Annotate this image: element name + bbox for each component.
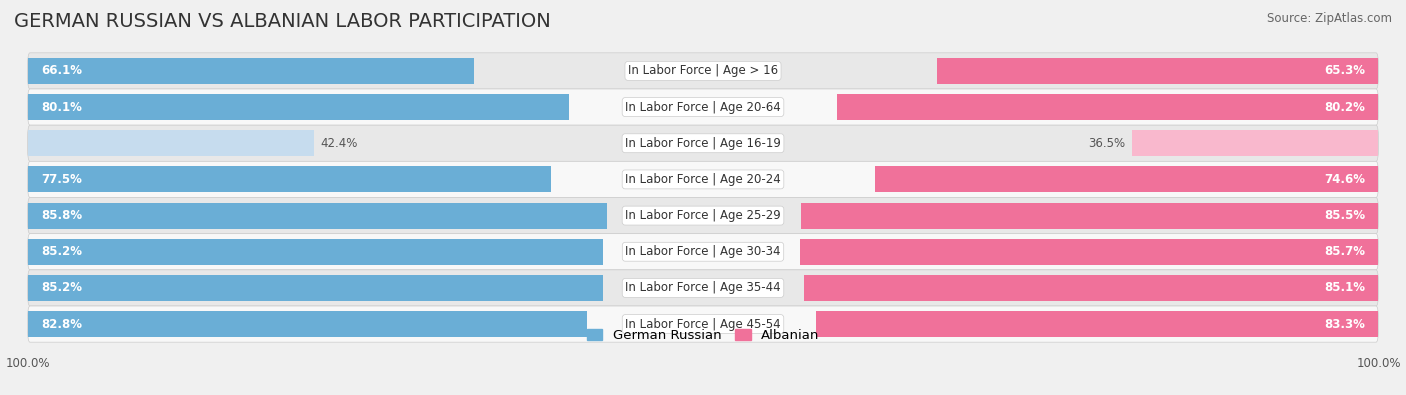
Text: In Labor Force | Age 35-44: In Labor Force | Age 35-44	[626, 281, 780, 294]
Bar	[28, 130, 314, 156]
Text: 82.8%: 82.8%	[41, 318, 82, 331]
FancyBboxPatch shape	[28, 306, 1378, 342]
Bar	[800, 239, 1378, 265]
FancyBboxPatch shape	[28, 270, 1378, 306]
Text: 77.5%: 77.5%	[41, 173, 82, 186]
Text: GERMAN RUSSIAN VS ALBANIAN LABOR PARTICIPATION: GERMAN RUSSIAN VS ALBANIAN LABOR PARTICI…	[14, 12, 551, 31]
FancyBboxPatch shape	[28, 125, 1378, 161]
Text: 65.3%: 65.3%	[1324, 64, 1365, 77]
Text: 80.1%: 80.1%	[41, 101, 82, 114]
Bar	[804, 275, 1378, 301]
Bar	[28, 311, 586, 337]
Text: In Labor Force | Age 25-29: In Labor Force | Age 25-29	[626, 209, 780, 222]
FancyBboxPatch shape	[28, 53, 1378, 89]
Text: In Labor Force | Age 30-34: In Labor Force | Age 30-34	[626, 245, 780, 258]
FancyBboxPatch shape	[28, 234, 1378, 270]
Bar	[801, 203, 1378, 229]
Bar	[875, 166, 1378, 192]
Bar	[837, 94, 1378, 120]
Legend: German Russian, Albanian: German Russian, Albanian	[581, 324, 825, 347]
Text: 42.4%: 42.4%	[321, 137, 359, 150]
Text: 85.7%: 85.7%	[1324, 245, 1365, 258]
Bar	[28, 203, 607, 229]
Text: 80.2%: 80.2%	[1324, 101, 1365, 114]
Text: 85.8%: 85.8%	[41, 209, 82, 222]
FancyBboxPatch shape	[28, 89, 1378, 125]
Text: In Labor Force | Age 20-24: In Labor Force | Age 20-24	[626, 173, 780, 186]
Text: 36.5%: 36.5%	[1088, 137, 1125, 150]
Bar	[28, 58, 474, 84]
Bar	[938, 58, 1378, 84]
Bar	[815, 311, 1378, 337]
Bar	[28, 166, 551, 192]
Text: 85.1%: 85.1%	[1324, 281, 1365, 294]
FancyBboxPatch shape	[28, 198, 1378, 234]
Bar	[28, 239, 603, 265]
Bar	[1132, 130, 1378, 156]
Text: In Labor Force | Age > 16: In Labor Force | Age > 16	[628, 64, 778, 77]
Text: 83.3%: 83.3%	[1324, 318, 1365, 331]
Text: In Labor Force | Age 20-64: In Labor Force | Age 20-64	[626, 101, 780, 114]
Text: 85.2%: 85.2%	[41, 281, 82, 294]
FancyBboxPatch shape	[28, 161, 1378, 198]
Text: 85.2%: 85.2%	[41, 245, 82, 258]
Bar	[28, 275, 603, 301]
Text: 85.5%: 85.5%	[1324, 209, 1365, 222]
Text: 74.6%: 74.6%	[1324, 173, 1365, 186]
Text: 66.1%: 66.1%	[41, 64, 82, 77]
Text: In Labor Force | Age 16-19: In Labor Force | Age 16-19	[626, 137, 780, 150]
Text: In Labor Force | Age 45-54: In Labor Force | Age 45-54	[626, 318, 780, 331]
Text: Source: ZipAtlas.com: Source: ZipAtlas.com	[1267, 12, 1392, 25]
Bar	[28, 94, 568, 120]
